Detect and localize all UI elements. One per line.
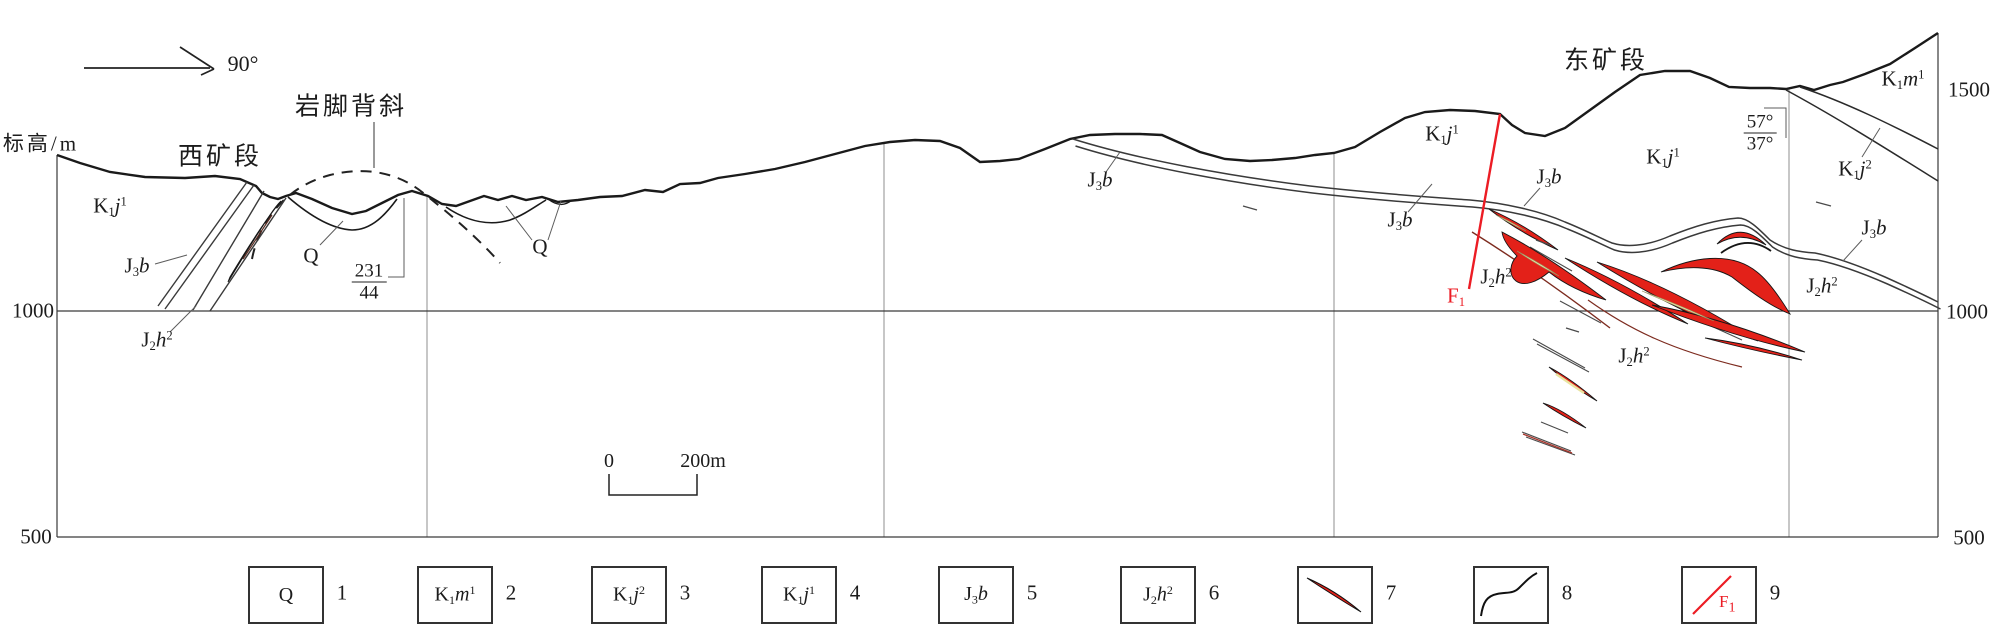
ore-horizon-lines <box>1471 231 1743 368</box>
fold-crest-arcs <box>1720 242 1772 254</box>
legend-symbol-label: K1j2 <box>612 583 645 607</box>
east-j3b-lower <box>1075 145 1941 310</box>
direction-arrow <box>84 46 215 76</box>
legend-symbol-curve <box>1480 572 1538 617</box>
legend-number-9: 9 <box>1769 580 1781 605</box>
q-basin-mid <box>445 199 547 224</box>
legend-symbol-label: J2h2 <box>1143 583 1173 607</box>
terrain-profile <box>56 31 1939 216</box>
ore-lens <box>1501 231 1607 301</box>
legend-number-7: 7 <box>1385 580 1397 605</box>
legend-box-7 <box>1297 566 1373 624</box>
legend-box-9: F1 <box>1681 566 1757 624</box>
west-contact-1 <box>192 190 265 311</box>
west-contact-2 <box>209 197 287 312</box>
elevation-grid <box>426 89 1790 537</box>
dip-bracket-east <box>1764 107 1787 138</box>
anticline-dashed-arc <box>251 170 501 264</box>
anticline-axis <box>251 122 501 264</box>
legend-symbol-ore <box>1306 577 1362 613</box>
legend-number-5: 5 <box>1026 580 1038 605</box>
ore-lens <box>1542 402 1587 429</box>
deep-ore-slivers <box>1242 201 1832 456</box>
legend-number-4: 4 <box>849 580 861 605</box>
ore-lens <box>1548 366 1598 402</box>
west-ore-body <box>227 200 282 283</box>
legend-symbol-label: K1m1 <box>434 583 476 607</box>
legend-box-1: Q <box>248 566 324 624</box>
legend-box-4: K1j1 <box>761 566 837 624</box>
dip-bracket-west <box>388 198 405 278</box>
west-j3b-line-a <box>157 181 248 307</box>
west-ore-core-line <box>242 214 273 260</box>
legend-symbol-fault <box>1692 575 1732 615</box>
legend-box-6: J2h2 <box>1120 566 1196 624</box>
elevation-frame <box>56 33 1939 538</box>
legend-box-5: J3b <box>938 566 1014 624</box>
ore-core-yellow <box>1495 214 1715 322</box>
legend-box-2: K1m1 <box>417 566 493 624</box>
leader-lines <box>154 107 1881 333</box>
ore-lens <box>1651 304 1806 353</box>
west-j3b-line-b <box>164 184 255 310</box>
ore-crescent-small <box>1716 231 1767 246</box>
legend-number-3: 3 <box>679 580 691 605</box>
ore-crescent-large <box>1660 257 1792 315</box>
legend-number-6: 6 <box>1208 580 1220 605</box>
k1m1-base-contact <box>1799 86 1939 150</box>
legend-number-2: 2 <box>505 580 517 605</box>
legend-symbol-label: J3b <box>964 583 988 607</box>
q-basin-mid2 <box>547 198 573 206</box>
legend-fault-label: F1 <box>1719 592 1736 616</box>
scale-bar-bracket <box>608 474 698 496</box>
legend-number-1: 1 <box>336 580 348 605</box>
legend-symbol-label: K1j1 <box>782 583 815 607</box>
ore-core-line <box>1555 373 1585 394</box>
legend-number-8: 8 <box>1561 580 1573 605</box>
west-strata <box>157 181 287 312</box>
legend-box-8 <box>1473 566 1549 624</box>
east-cretaceous-contacts <box>1785 86 1939 182</box>
k1j2-base-contact <box>1785 89 1939 182</box>
legend-box-3: K1j2 <box>591 566 667 624</box>
east-ore-bodies <box>1488 208 1806 429</box>
ore-lens <box>1704 337 1803 361</box>
quaternary-deposits <box>287 196 573 231</box>
east-j3b-upper <box>1072 138 1939 303</box>
q-basin-west <box>287 196 398 231</box>
legend-symbol-label: Q <box>278 584 294 606</box>
fault-f1-line <box>1467 113 1502 290</box>
east-j3b-band <box>1072 138 1941 310</box>
